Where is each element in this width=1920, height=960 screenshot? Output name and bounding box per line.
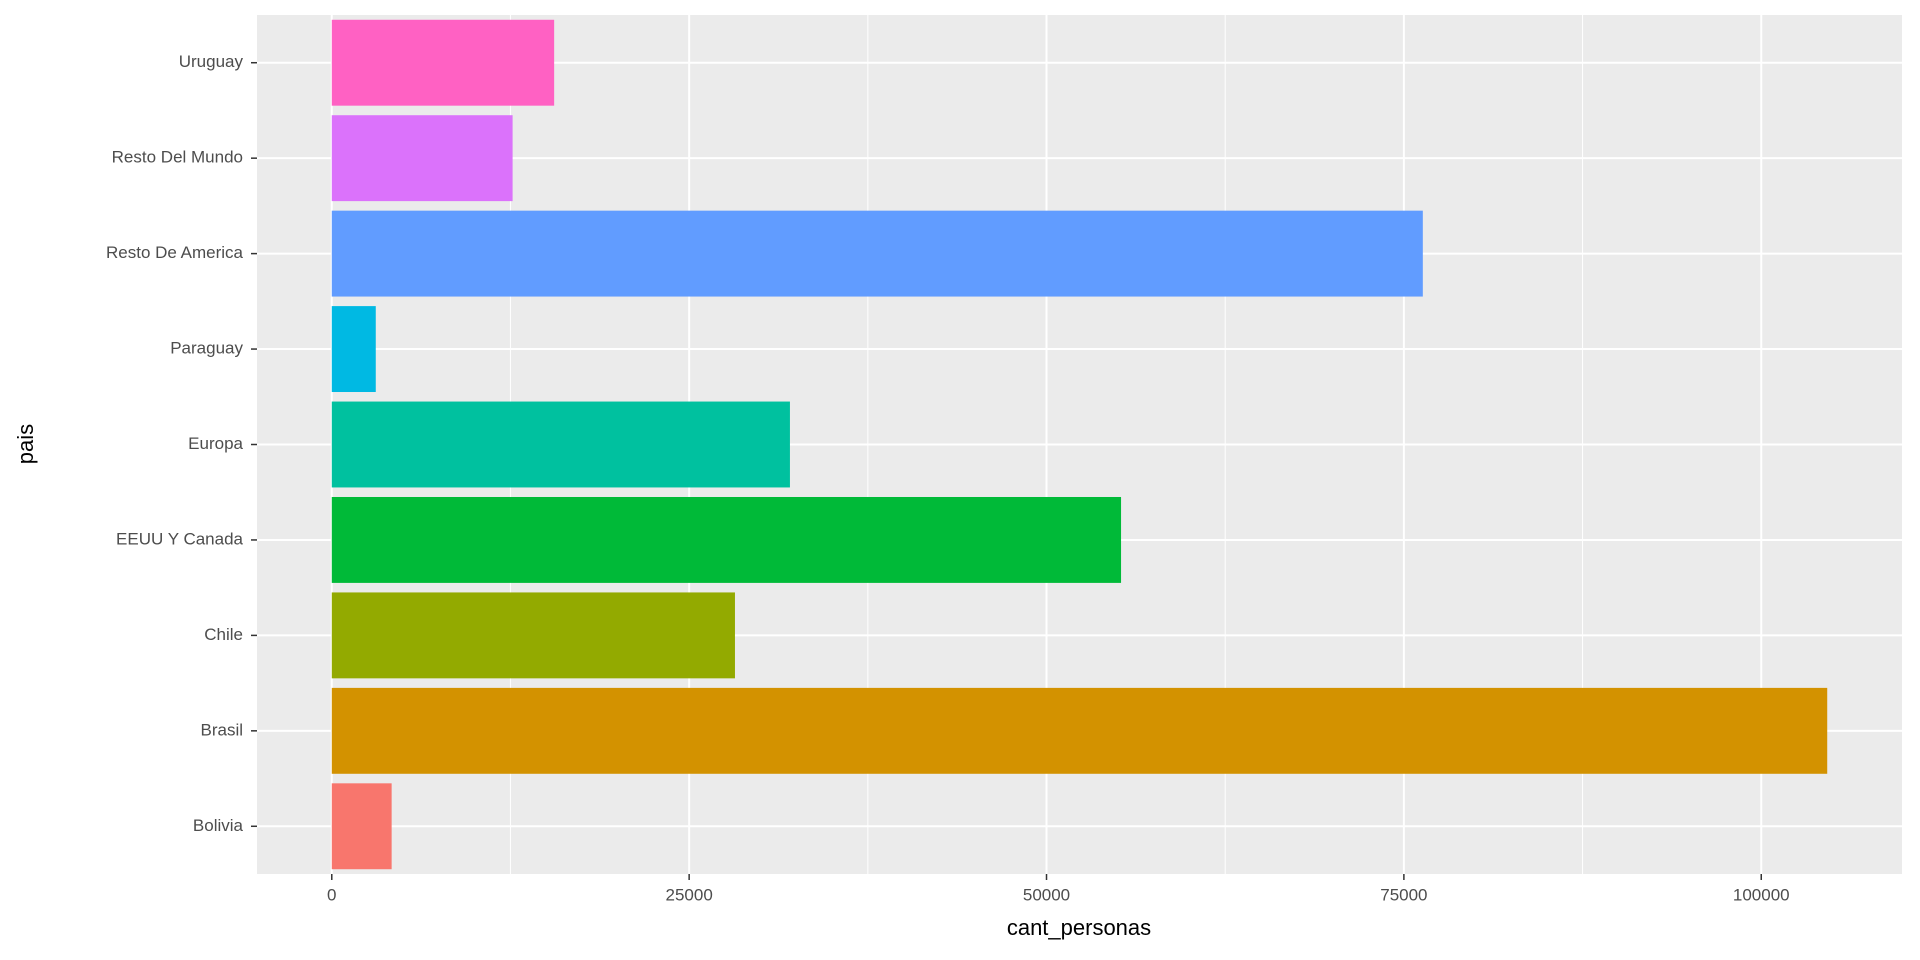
x-axis-title: cant_personas — [1007, 915, 1151, 940]
bar — [331, 115, 513, 202]
bar — [331, 496, 1122, 583]
y-tick-label: Bolivia — [193, 816, 244, 835]
x-tick-label: 50000 — [1023, 885, 1070, 904]
y-tick-label: Resto De America — [106, 243, 244, 262]
y-tick-label: Brasil — [200, 720, 243, 739]
bar — [331, 306, 376, 393]
y-tick-label: EEUU Y Canada — [116, 529, 243, 548]
bar — [331, 783, 392, 870]
bar — [331, 592, 735, 679]
y-axis-title: pais — [13, 424, 38, 464]
bar — [331, 210, 1423, 297]
x-tick-label: 0 — [327, 885, 336, 904]
bar — [331, 687, 1828, 774]
y-tick-label: Resto Del Mundo — [112, 148, 243, 167]
x-tick-label: 100000 — [1733, 885, 1790, 904]
y-tick-label: Paraguay — [170, 339, 243, 358]
x-tick-label: 75000 — [1380, 885, 1427, 904]
y-tick-label: Chile — [204, 625, 243, 644]
x-tick-label: 25000 — [666, 885, 713, 904]
y-tick-label: Europa — [188, 434, 243, 453]
y-tick-label: Uruguay — [179, 52, 244, 71]
bar — [331, 401, 790, 488]
bar — [331, 19, 555, 106]
